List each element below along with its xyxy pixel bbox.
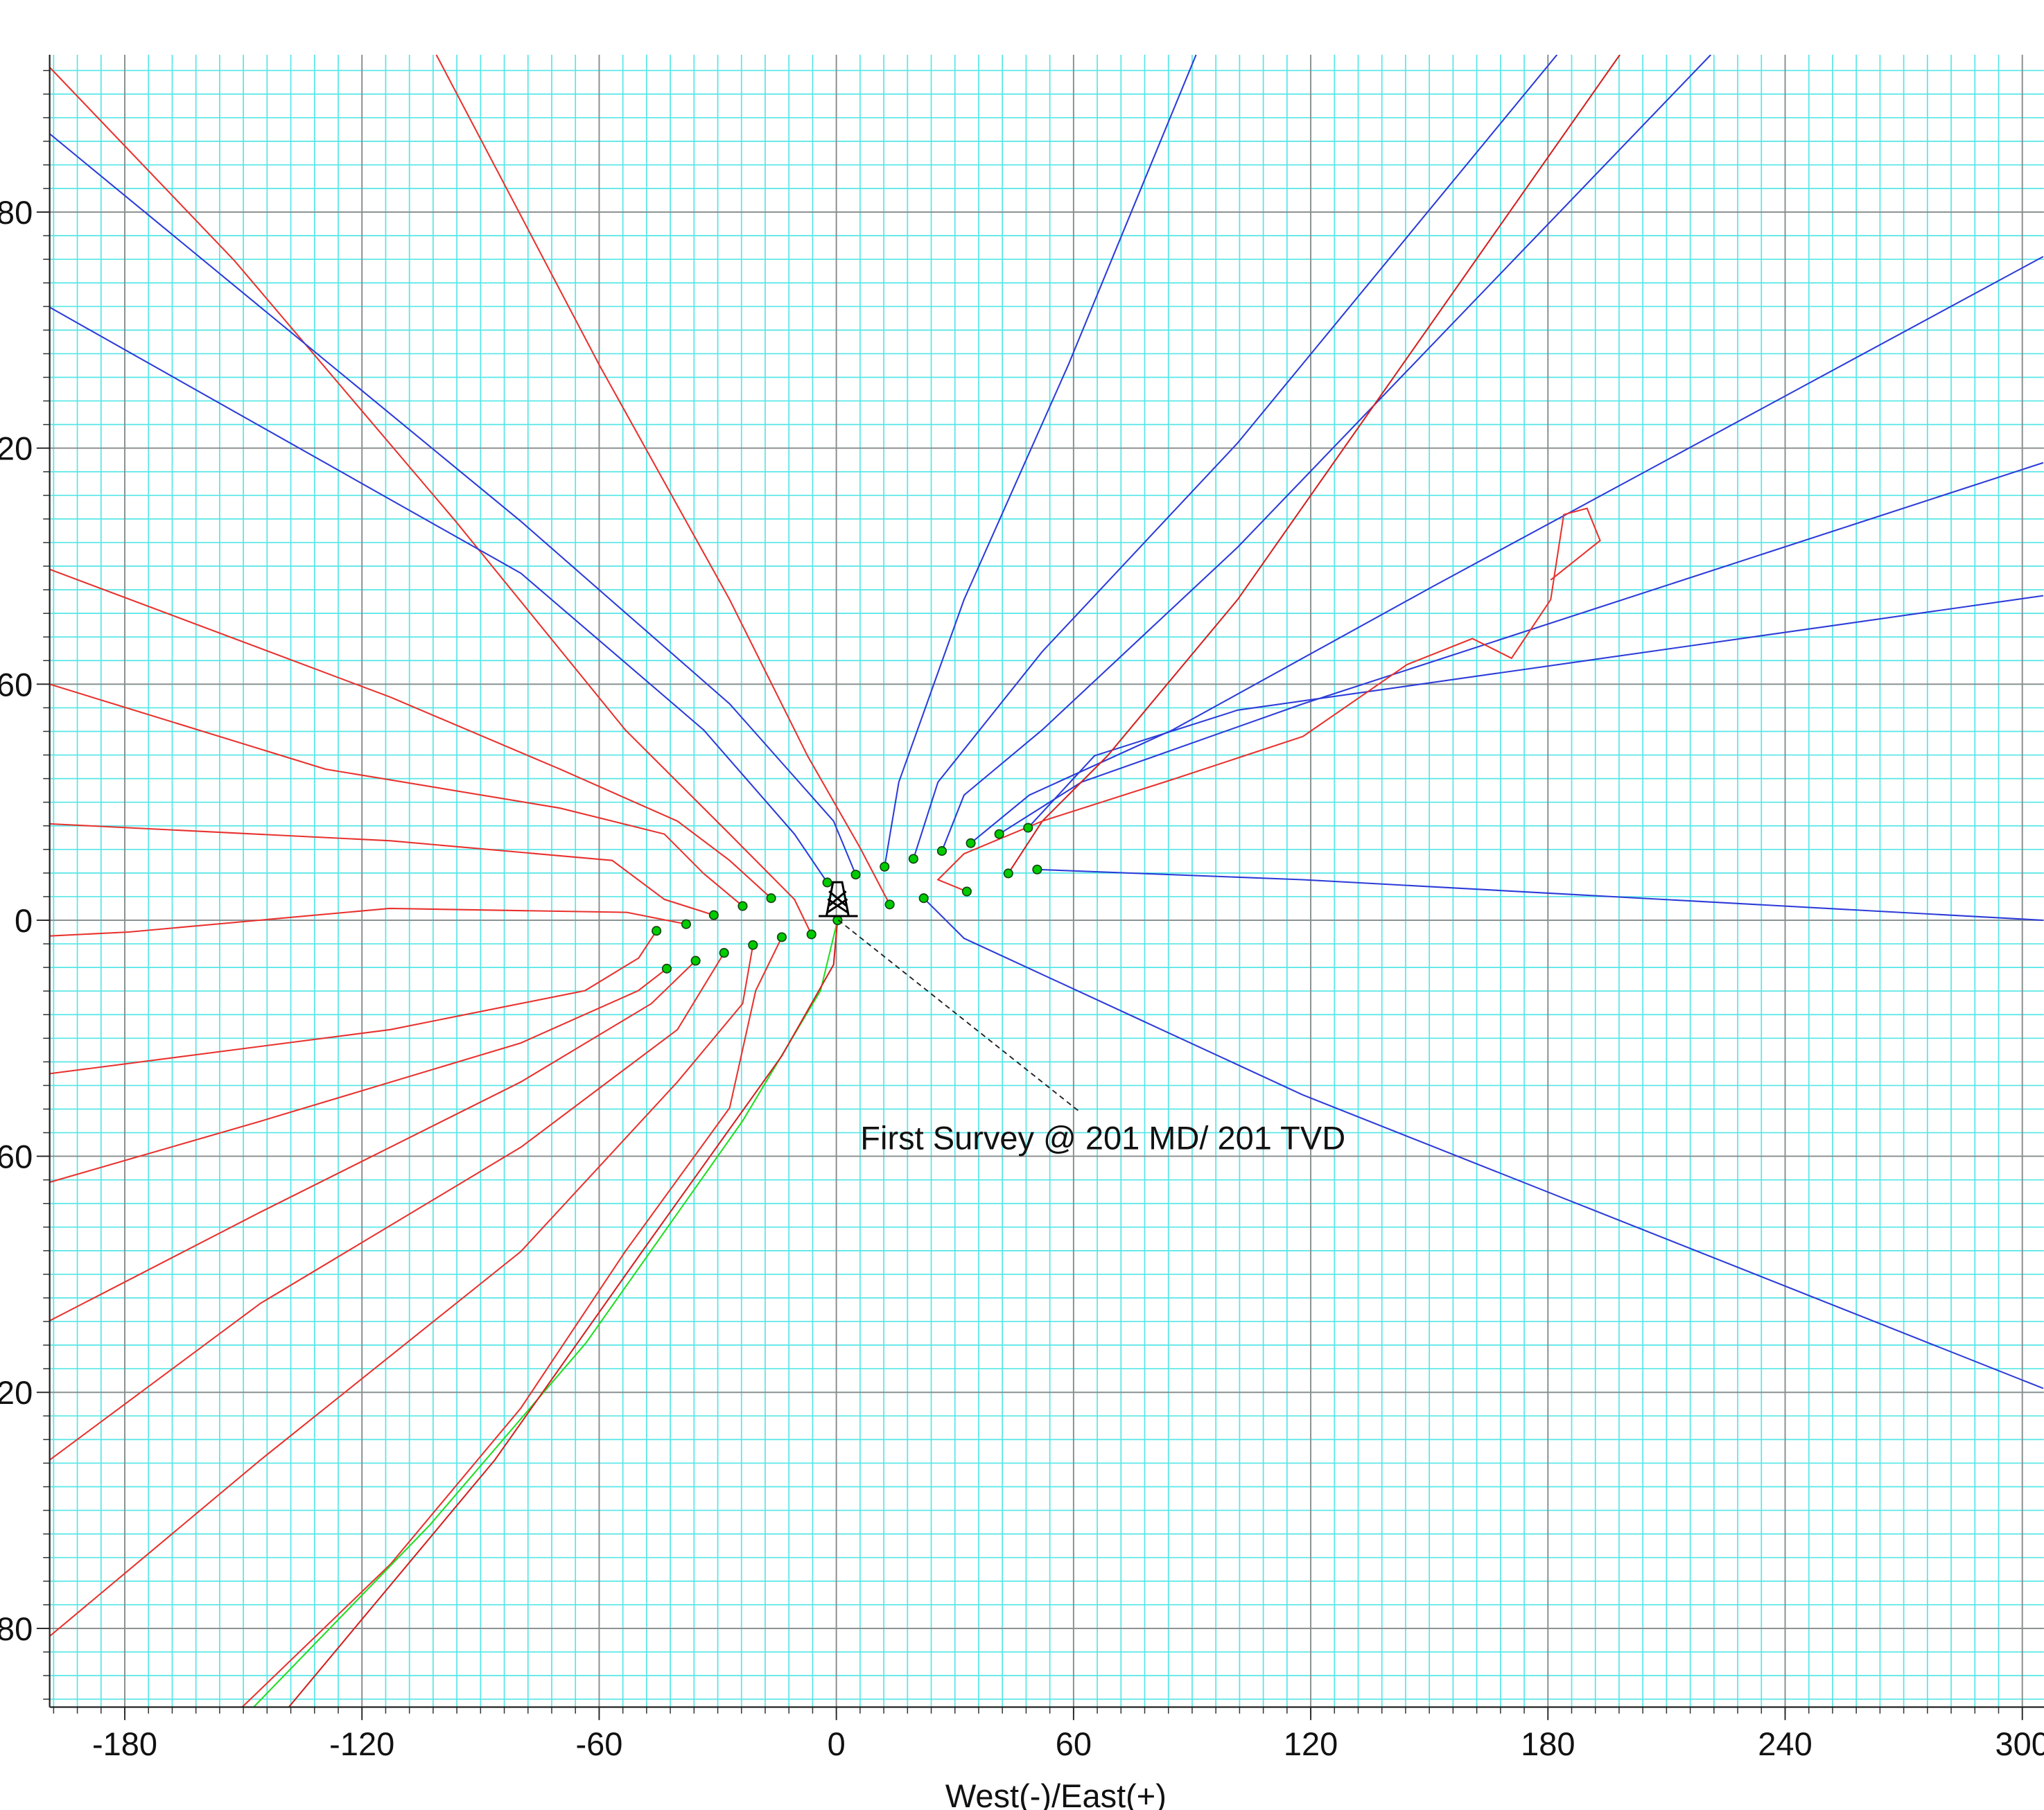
x-tick-label: 180 — [1521, 1725, 1575, 1762]
well-trajectory — [49, 952, 725, 1461]
y-tick-label: 120 — [0, 430, 33, 467]
survey-start-marker — [748, 940, 758, 950]
well-trajectory — [49, 907, 687, 937]
axes: -180 -120 -60 0 60 120 180 240 300 -180 -120 -60 0 60… — [0, 54, 2044, 1762]
well-trajectory — [49, 823, 715, 916]
survey-start-marker — [708, 910, 719, 920]
well-trajectory — [49, 133, 857, 875]
well-trajectory — [999, 462, 2044, 835]
well-trajectory — [288, 920, 839, 1707]
survey-start-marker — [961, 886, 972, 897]
well-trajectory — [49, 306, 828, 884]
well-trajectory — [941, 54, 1712, 852]
survey-start-marker — [936, 846, 947, 856]
well-trajectory — [970, 256, 2044, 844]
well-trajectory — [1027, 595, 2044, 829]
well-trajectory — [49, 960, 697, 1321]
survey-start-marker — [719, 948, 729, 958]
well-trajectory — [49, 930, 658, 1075]
survey-start-marker — [652, 926, 662, 936]
x-axis-label: West(-)/East(+) — [945, 1777, 1167, 1810]
well-trajectory — [253, 920, 839, 1707]
survey-start-marker — [1023, 823, 1033, 833]
survey-start-marker — [832, 915, 843, 926]
x-tick-label: 300 — [1995, 1725, 2044, 1762]
survey-start-marker — [1003, 868, 1013, 879]
y-tick-label: -120 — [0, 1374, 33, 1411]
grid — [49, 54, 2044, 1707]
survey-start-marker — [918, 893, 929, 904]
x-tick-label: 120 — [1284, 1725, 1338, 1762]
well-trajectory — [49, 944, 754, 1637]
survey-start-marker — [690, 956, 701, 966]
rig-icon — [819, 881, 858, 917]
y-tick-label: 0 — [15, 902, 33, 939]
well-trajectory — [49, 967, 667, 1184]
survey-start-marker — [822, 877, 832, 888]
y-tick-label: 180 — [0, 194, 33, 231]
well-trajectory — [936, 507, 1601, 893]
y-tick-label: -180 — [0, 1610, 33, 1647]
well-trajectory — [49, 568, 772, 899]
survey-start-marker — [776, 932, 787, 942]
well-trajectory — [435, 54, 891, 905]
y-tick-label: 60 — [0, 666, 33, 703]
survey-start-marker — [806, 929, 816, 940]
x-tick-label: -60 — [575, 1725, 622, 1762]
well-trajectory — [49, 683, 744, 907]
survey-start-marker — [884, 899, 895, 910]
well-trajectory — [49, 67, 812, 935]
well-trajectory — [1007, 54, 1621, 874]
survey-start-marker — [1032, 864, 1042, 875]
x-tick-label: -180 — [92, 1725, 157, 1762]
survey-start-marker — [766, 893, 776, 904]
survey-start-marker — [737, 901, 748, 911]
survey-start-marker — [850, 870, 861, 880]
survey-start-marker — [994, 829, 1004, 839]
survey-start-marker — [880, 861, 890, 872]
well-trajectory — [1037, 868, 2043, 922]
y-tick-label: -60 — [0, 1139, 33, 1175]
well-trajectory — [884, 54, 1197, 867]
x-tick-label: 240 — [1758, 1725, 1812, 1762]
x-tick-label: 0 — [828, 1725, 846, 1762]
well-trajectory — [241, 936, 783, 1707]
annotation: First Survey @ 201 MD/ 201 TVD — [860, 1120, 1345, 1157]
survey-start-marker — [661, 963, 672, 974]
well-trajectory — [923, 897, 2044, 1389]
well-trajectory — [912, 54, 1558, 859]
trajectories — [49, 54, 2044, 1707]
survey-start-marker — [681, 919, 691, 929]
x-tick-label: 60 — [1056, 1725, 1092, 1762]
survey-start-marker — [908, 854, 918, 864]
x-tick-label: -120 — [329, 1725, 394, 1762]
survey-start-marker — [966, 838, 976, 848]
annotation-leader — [837, 919, 1080, 1112]
